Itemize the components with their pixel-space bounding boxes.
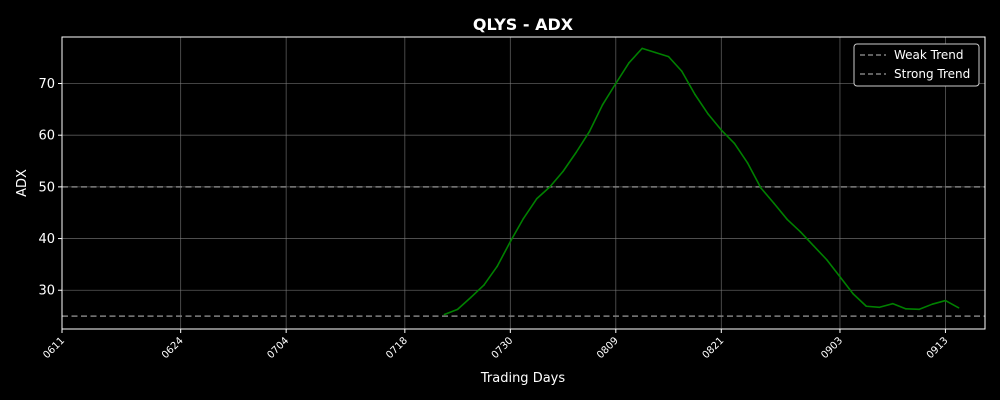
adx-data-point	[456, 308, 459, 311]
adx-data-point	[469, 296, 472, 299]
adx-data-point	[694, 93, 696, 96]
legend-weak-trend-label: Weak Trend	[894, 48, 964, 62]
adx-data-point	[588, 130, 591, 133]
adx-data-point	[562, 170, 564, 173]
series-layer	[443, 47, 960, 316]
adx-data-point	[812, 244, 815, 247]
chart-title: QLYS - ADX	[473, 15, 574, 34]
adx-data-point	[733, 142, 736, 145]
adx-data-point	[720, 129, 723, 131]
y-tick-label: 60	[38, 129, 55, 144]
y-tick-label: 40	[38, 232, 55, 247]
adx-data-point	[654, 51, 657, 54]
adx-data-point	[707, 113, 709, 115]
adx-data-point	[509, 240, 512, 243]
adx-data-point	[918, 308, 920, 311]
adx-data-point	[773, 202, 775, 205]
adx-data-point	[549, 186, 551, 188]
adx-data-point	[944, 299, 947, 302]
adx-data-point	[878, 306, 881, 309]
adx-data-point	[575, 151, 578, 154]
adx-data-point	[825, 258, 828, 261]
adx-data-point	[799, 231, 802, 233]
adx-data-point	[443, 313, 446, 316]
adx-data-point	[931, 303, 934, 305]
adx-data-point	[496, 265, 498, 268]
x-axis-label: Trading Days	[480, 371, 565, 386]
y-tick-label: 70	[38, 77, 55, 92]
adx-data-point	[839, 276, 841, 278]
adx-data-point	[680, 70, 683, 72]
adx-data-point	[522, 217, 525, 220]
adx-data-point	[891, 302, 894, 305]
adx-data-point	[852, 293, 854, 295]
adx-data-point	[905, 308, 907, 310]
adx-data-point	[746, 162, 749, 164]
adx-data-point	[865, 305, 868, 308]
legend: Weak Trend Strong Trend	[853, 43, 980, 87]
adx-series-line	[444, 47, 960, 316]
adx-data-point	[483, 284, 485, 286]
reference-lines	[62, 186, 985, 317]
adx-data-point	[615, 82, 617, 85]
y-axis-label: ADX	[15, 169, 30, 197]
adx-data-point	[786, 218, 789, 221]
adx-data-point	[628, 62, 630, 64]
plot-frame	[61, 36, 986, 330]
adx-data-point	[957, 307, 960, 309]
adx-data-point	[641, 47, 643, 50]
adx-data-point	[601, 103, 604, 106]
adx-data-point	[535, 197, 538, 200]
y-tick-label: 30	[38, 284, 55, 299]
adx-data-point	[760, 187, 762, 189]
legend-strong-trend-label: Strong Trend	[894, 67, 970, 81]
y-tick-label: 50	[38, 180, 55, 195]
adx-data-point	[667, 55, 670, 58]
y-ticks: 30 40 50 60 70	[38, 77, 62, 299]
